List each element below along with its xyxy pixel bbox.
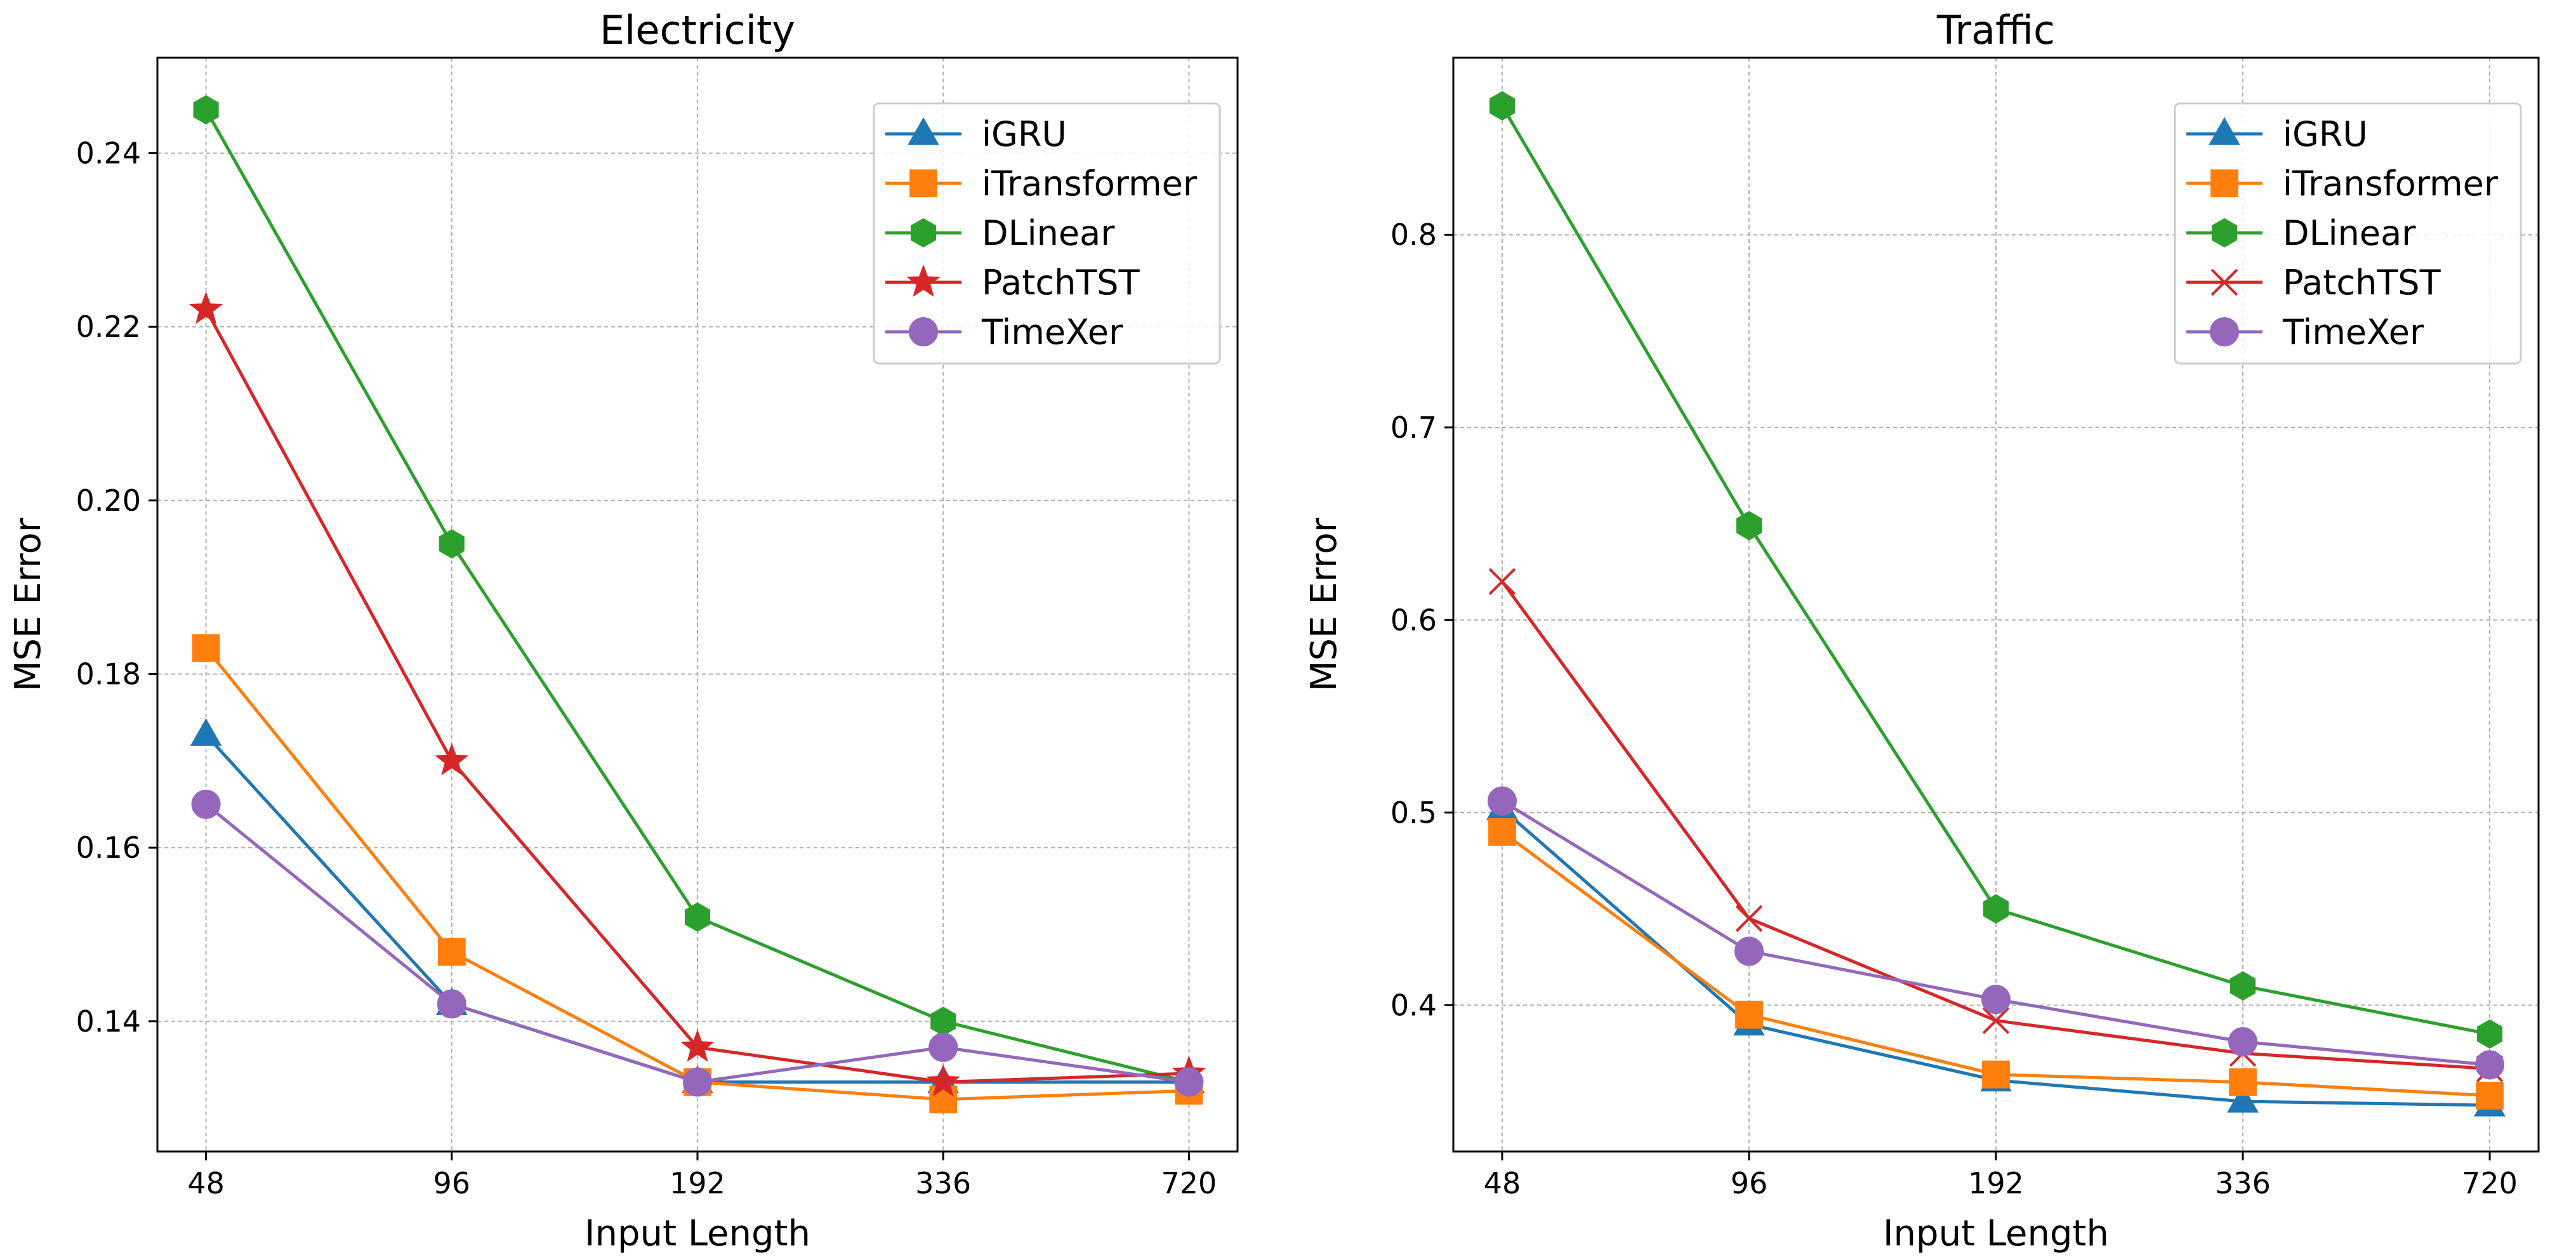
- y-axis-label: MSE Error: [1304, 517, 1345, 692]
- data-point-iGRU-336: [2227, 1084, 2259, 1113]
- data-point-DLinear-336: [930, 1006, 956, 1036]
- y-tick-label: 0.16: [76, 830, 141, 865]
- data-point-iTransformer-48: [192, 634, 220, 662]
- x-tick-label: 720: [2462, 1166, 2518, 1200]
- data-point-iGRU-48: [190, 718, 222, 746]
- legend-marker-iGRU: [2209, 117, 2240, 145]
- legend-label-TimeXer: TimeXer: [2282, 312, 2424, 352]
- data-point-PatchTST-96: [434, 743, 469, 776]
- data-point-TimeXer-192: [1981, 985, 2011, 1014]
- chart-1: 48 96 192 336 720 0.4 0.5 0.6 0.7 0.8 Traffic Input…: [1304, 7, 2540, 1254]
- legend-frame: [2174, 102, 2522, 365]
- legend-label-TimeXer: TimeXer: [981, 312, 1123, 352]
- legend-label-PatchTST: PatchTST: [2283, 263, 2441, 303]
- y-tick-label: 0.8: [1390, 218, 1437, 252]
- legend-frame: [873, 102, 1221, 365]
- data-point-iTransformer-96: [1735, 1001, 1763, 1029]
- x-tick-label: 192: [1968, 1166, 2024, 1200]
- x-axis-label: Input Length: [585, 1213, 810, 1254]
- data-point-iTransformer-336: [929, 1086, 958, 1113]
- data-point-TimeXer-96: [437, 989, 466, 1019]
- y-axis-label: MSE Error: [8, 517, 49, 692]
- legend-label-iGRU: iGRU: [982, 114, 1067, 154]
- x-tick-label: 336: [915, 1166, 971, 1200]
- x-tick-label: 48: [1484, 1166, 1521, 1200]
- legend-marker-DLinear: [910, 218, 937, 248]
- data-point-DLinear-96: [1736, 511, 1762, 541]
- data-point-DLinear-192: [684, 902, 711, 932]
- y-tick-label: 0.22: [76, 310, 141, 344]
- data-point-DLinear-48: [1489, 91, 1516, 121]
- legend: iGRU iTransformer DLinear PatchTST TimeXer: [2174, 102, 2522, 365]
- legend-label-DLinear: DLinear: [982, 213, 1115, 253]
- y-tick-label: 0.20: [76, 483, 141, 518]
- data-point-iTransformer-720: [2476, 1082, 2504, 1110]
- y-tick-label: 0.14: [76, 1004, 141, 1039]
- legend-marker-iTransformer: [2210, 169, 2238, 197]
- legend-marker-TimeXer: [2210, 317, 2239, 346]
- data-point-PatchTST-192: [680, 1029, 715, 1062]
- data-point-TimeXer-48: [1487, 786, 1517, 816]
- x-tick-label: 336: [2215, 1166, 2271, 1200]
- legend-marker-iTransformer: [909, 169, 937, 197]
- legend-label-iTransformer: iTransformer: [982, 164, 1198, 204]
- x-tick-label: 48: [187, 1166, 225, 1200]
- legend-label-DLinear: DLinear: [2283, 213, 2416, 253]
- legend-marker-TimeXer: [909, 317, 938, 346]
- data-point-DLinear-48: [193, 95, 219, 125]
- legend-marker-PatchTST: [906, 264, 941, 297]
- chart-0: 48 96 192 336 720 0.14 0.16 0.18 0.20 0.22 0.24 Ele…: [8, 7, 1239, 1254]
- y-tick-label: 0.18: [76, 657, 141, 691]
- chart-title: Traffic: [1936, 7, 2055, 53]
- legend-label-iGRU: iGRU: [2283, 114, 2368, 154]
- data-point-TimeXer-192: [683, 1067, 712, 1097]
- data-point-PatchTST-96: [1735, 905, 1763, 932]
- data-point-TimeXer-720: [2475, 1050, 2505, 1080]
- legend-marker-iGRU: [908, 117, 939, 145]
- data-point-DLinear-336: [2229, 971, 2256, 1001]
- data-point-iTransformer-48: [1488, 818, 1516, 846]
- chart-title: Electricity: [600, 7, 795, 53]
- legend-label-iTransformer: iTransformer: [2283, 164, 2499, 204]
- legend-marker-PatchTST: [2210, 268, 2238, 296]
- x-tick-label: 96: [1731, 1166, 1768, 1200]
- y-tick-label: 0.7: [1390, 410, 1437, 445]
- data-point-PatchTST-48: [188, 291, 223, 324]
- x-tick-label: 192: [670, 1166, 725, 1200]
- data-point-iTransformer-336: [2229, 1068, 2257, 1096]
- legend-label-PatchTST: PatchTST: [982, 263, 1140, 303]
- data-point-iTransformer-192: [1982, 1060, 2010, 1089]
- data-point-PatchTST-48: [1488, 568, 1516, 595]
- data-point-DLinear-720: [2476, 1019, 2503, 1049]
- y-tick-label: 0.24: [76, 136, 141, 171]
- data-point-PatchTST-336: [926, 1064, 961, 1097]
- data-point-DLinear-192: [1983, 894, 2009, 924]
- data-point-DLinear-96: [439, 529, 465, 559]
- legend-marker-DLinear: [2211, 218, 2238, 248]
- y-tick-label: 0.4: [1390, 988, 1437, 1022]
- legend: iGRU iTransformer DLinear PatchTST TimeXer: [873, 102, 1221, 365]
- x-tick-label: 96: [433, 1166, 471, 1200]
- data-point-TimeXer-48: [191, 789, 221, 819]
- data-point-TimeXer-336: [928, 1032, 958, 1062]
- x-tick-label: 720: [1161, 1166, 1217, 1200]
- data-point-iTransformer-96: [437, 938, 466, 966]
- y-tick-label: 0.6: [1390, 603, 1437, 637]
- data-point-PatchTST-192: [1982, 1007, 2010, 1034]
- data-point-TimeXer-720: [1174, 1067, 1204, 1097]
- x-axis-label: Input Length: [1883, 1213, 2109, 1254]
- y-tick-label: 0.5: [1390, 796, 1437, 830]
- data-point-TimeXer-336: [2228, 1027, 2258, 1056]
- data-point-TimeXer-96: [1734, 936, 1764, 966]
